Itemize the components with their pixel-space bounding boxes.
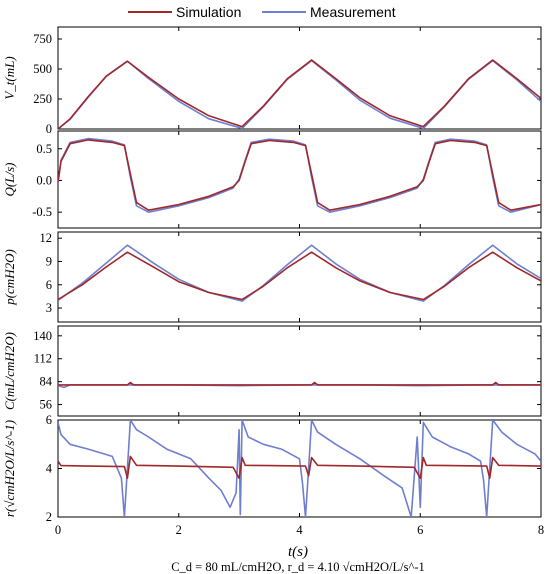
- series-simulation-flow: [58, 139, 541, 211]
- series-measurement-volume: [58, 59, 541, 129]
- series-simulation-compliance: [58, 381, 541, 386]
- series-simulation-resistance: [58, 455, 541, 479]
- y-axis-label-compliance: C(mL/cmH2O): [2, 332, 17, 410]
- x-axis: 0 2 4 6 8: [55, 523, 544, 537]
- y-tick-label: 0.5: [36, 142, 52, 156]
- series-measurement-resistance: [58, 420, 541, 517]
- x-tick-label: 4: [296, 523, 303, 537]
- x-tick-label: 2: [176, 523, 182, 537]
- y-axis-label-volume: V_t(mL): [2, 56, 17, 99]
- series-measurement-pressure: [58, 244, 541, 302]
- y-tick-label: 12: [40, 231, 53, 245]
- y-tick-label: 4: [46, 462, 53, 476]
- x-tick-label: 0: [55, 523, 61, 537]
- y-tick-label: 750: [33, 32, 52, 46]
- y-tick-label: 250: [33, 92, 52, 106]
- y-tick-label: 6: [46, 278, 52, 292]
- y-tick-label: 500: [33, 62, 52, 76]
- panel-flow: -0.5 0.0 0.5 Q(L/s): [2, 130, 542, 229]
- y-tick-label: 3: [46, 301, 52, 315]
- y-tick-label: 0: [46, 122, 52, 136]
- y-tick-label: 6: [46, 413, 52, 427]
- y-axis-label-resistance: r(√cmH2O/L/s^-1): [2, 420, 17, 517]
- y-tick-label: 9: [46, 254, 52, 268]
- x-axis-label: t(s): [288, 544, 308, 560]
- y-tick-label: 84: [40, 375, 53, 389]
- panel-frame: [57, 419, 542, 518]
- legend: Simulation Measurement: [128, 4, 396, 20]
- panel-pressure: 3 6 9 12 p(cmH2O): [2, 231, 542, 323]
- legend-label-measurement: Measurement: [310, 4, 396, 20]
- panel-frame: [57, 231, 542, 323]
- x-tick-label: 8: [538, 523, 544, 537]
- panel-compliance: 56 84 112 140 C(mL/cmH2O): [2, 325, 542, 417]
- panel-frame: [57, 325, 542, 417]
- legend-label-simulation: Simulation: [176, 4, 241, 20]
- series-simulation-pressure: [58, 251, 541, 301]
- panel-volume: 0 250 500 750 V_t(mL): [2, 26, 542, 136]
- y-tick-label: 0.0: [36, 173, 52, 187]
- y-tick-label: 56: [40, 398, 53, 412]
- panel-resistance: 2 4 6 r(√cmH2O/L/s^-1): [2, 413, 542, 524]
- parameters-footnote: C_d = 80 mL/cmH2O, r_d = 4.10 √cmH2O/L/s…: [171, 560, 425, 574]
- series-simulation-volume: [58, 59, 541, 129]
- y-tick-label: 112: [34, 352, 52, 366]
- chart-panels: 0 250 500 750 V_t(mL) -0.5 0.0 0.5 Q(L/s) 3 6 9 12 p(…: [2, 26, 542, 524]
- y-axis-label-flow: Q(L/s): [2, 163, 17, 197]
- x-tick-label: 6: [417, 523, 423, 537]
- y-tick-label: 2: [46, 510, 52, 524]
- y-axis-label-pressure: p(cmH2O): [2, 249, 17, 306]
- y-tick-label: -0.5: [32, 205, 52, 219]
- y-tick-label: 140: [33, 329, 52, 343]
